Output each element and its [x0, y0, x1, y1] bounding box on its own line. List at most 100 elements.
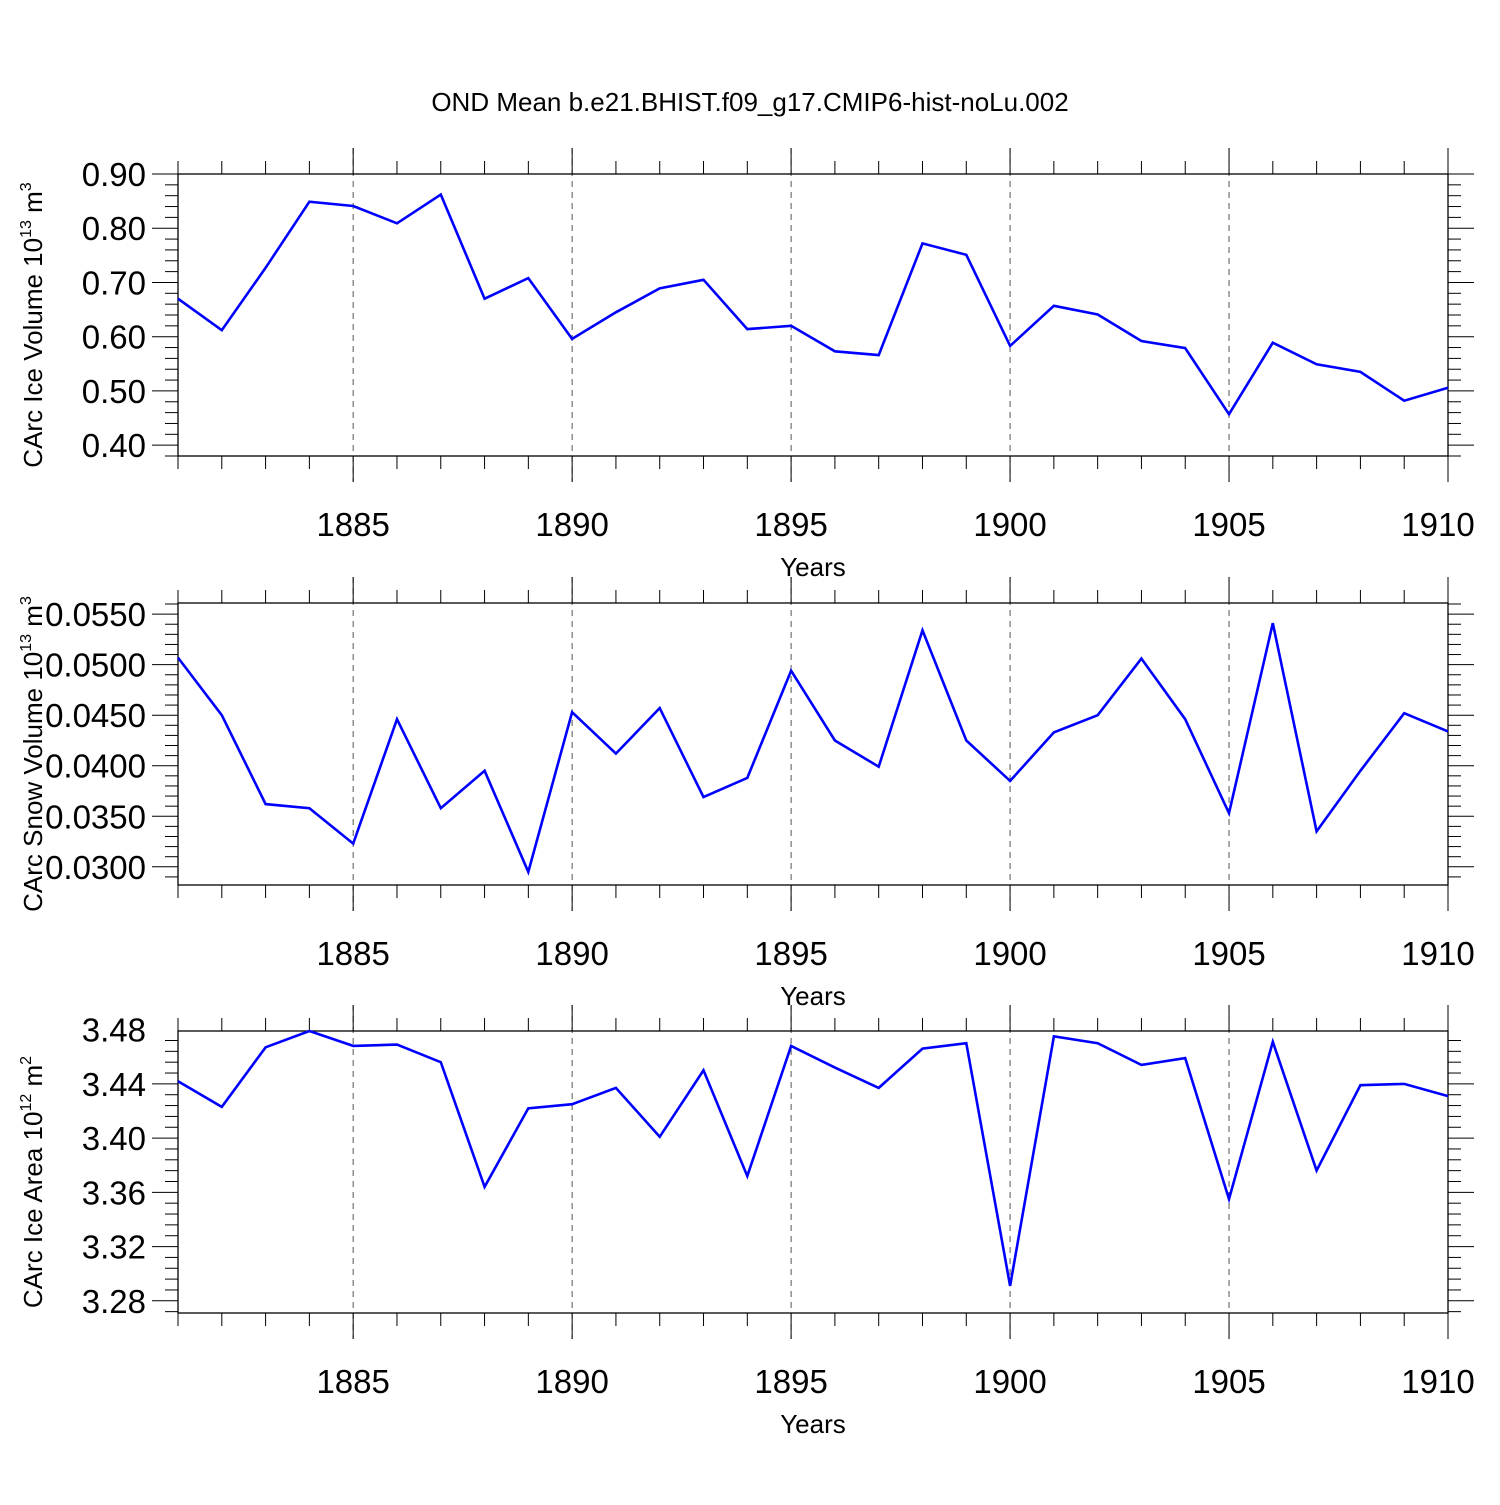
data-point	[220, 1105, 224, 1109]
x-tick-label: 1895	[754, 506, 827, 543]
data-point	[570, 710, 574, 714]
data-point	[702, 795, 706, 799]
data-point	[1271, 341, 1275, 345]
data-point	[833, 349, 837, 353]
data-point	[1096, 1041, 1100, 1045]
data-point	[1096, 312, 1100, 316]
x-tick-label: 1910	[1401, 935, 1474, 972]
data-point	[1139, 339, 1143, 343]
data-point	[1183, 1056, 1187, 1060]
data-point	[395, 1043, 399, 1047]
data-point	[745, 327, 749, 331]
y-axis-title-text: CArc Ice Volume 10	[18, 238, 48, 468]
data-point	[877, 1086, 881, 1090]
y-axis-title-unit: m	[18, 1065, 48, 1094]
x-tick-label: 1895	[754, 1363, 827, 1400]
data-point	[1271, 1040, 1275, 1044]
y-tick-label: 0.50	[82, 373, 146, 410]
y-tick-label: 3.28	[82, 1283, 146, 1320]
data-point	[1096, 713, 1100, 717]
data-point	[1315, 362, 1319, 366]
data-point	[483, 1185, 487, 1189]
data-point	[1227, 412, 1231, 416]
data-point	[1271, 621, 1275, 625]
data-point	[614, 752, 618, 756]
data-point	[1227, 811, 1231, 815]
data-point	[614, 1086, 618, 1090]
data-point	[1052, 1034, 1056, 1038]
x-tick-label: 1890	[535, 1363, 608, 1400]
data-point	[307, 1029, 311, 1033]
data-point	[483, 769, 487, 773]
data-point	[658, 286, 662, 290]
x-tick-label: 1910	[1401, 506, 1474, 543]
x-axis-title: Years	[780, 1409, 846, 1439]
data-point	[1446, 729, 1450, 733]
y-tick-label: 0.60	[82, 319, 146, 356]
data-point	[483, 297, 487, 301]
data-point	[1358, 1083, 1362, 1087]
plot-frame	[177, 173, 1449, 457]
x-tick-label: 1895	[754, 935, 827, 972]
data-point	[570, 1102, 574, 1106]
data-point	[351, 842, 355, 846]
data-point	[964, 253, 968, 257]
data-point	[526, 870, 530, 874]
data-point	[1183, 346, 1187, 350]
data-point	[220, 713, 224, 717]
plot-frame	[177, 1030, 1449, 1314]
y-tick-label: 0.0400	[45, 748, 146, 785]
chart-panel-1: 0.40 0.50 0.60 0.70 0.80 0.90 1885 1890 1895 1900…	[18, 148, 1475, 582]
data-point	[264, 266, 268, 270]
series-line	[176, 622, 1449, 876]
data-point	[351, 1044, 355, 1048]
y-axis-title: CArc Snow Volume 1013 m3	[18, 596, 48, 912]
data-point	[570, 337, 574, 341]
data-point	[1227, 1197, 1231, 1201]
data-point	[1402, 1082, 1406, 1086]
data-point	[920, 628, 924, 632]
chart-panel-2: 0.0300 0.0350 0.0400 0.0450 0.0500 0.0550 1885…	[18, 577, 1475, 1011]
data-point	[1315, 1169, 1319, 1173]
data-point	[745, 776, 749, 780]
data-point	[220, 328, 224, 332]
data-point	[351, 204, 355, 208]
data-point	[526, 1106, 530, 1110]
y-tick-label: 0.0450	[45, 697, 146, 734]
y-tick-label: 0.0500	[45, 647, 146, 684]
data-point	[920, 1047, 924, 1051]
y-tick-label: 0.0300	[45, 849, 146, 886]
x-tick-label: 1900	[973, 935, 1046, 972]
data-point	[439, 193, 443, 197]
x-axis-title: Years	[780, 552, 846, 582]
data-point	[264, 1045, 268, 1049]
figure-title: OND Mean b.e21.BHIST.f09_g17.CMIP6-hist-…	[431, 87, 1068, 117]
y-tick-label: 0.0550	[45, 596, 146, 633]
data-point	[264, 802, 268, 806]
data-point	[1008, 1284, 1012, 1288]
series-line	[177, 1029, 1449, 1287]
data-point	[1358, 370, 1362, 374]
y-tick-label: 3.36	[82, 1174, 146, 1211]
data-point	[1008, 344, 1012, 348]
x-tick-label: 1900	[973, 1363, 1046, 1400]
y-axis-title: CArc Ice Area 1012 m2	[18, 1056, 48, 1308]
x-axis-title: Years	[780, 981, 846, 1011]
data-point	[439, 1060, 443, 1064]
data-point	[1139, 1063, 1143, 1067]
data-point	[877, 765, 881, 769]
y-axis-title-text: CArc Snow Volume 10	[18, 652, 48, 912]
series-line	[177, 192, 1449, 417]
y-tick-label: 0.80	[82, 210, 146, 247]
y-tick-label: 3.48	[82, 1012, 146, 1049]
y-tick-label: 3.44	[82, 1066, 146, 1103]
data-point	[1402, 399, 1406, 403]
data-point	[658, 706, 662, 710]
y-tick-label: 3.32	[82, 1229, 146, 1266]
data-point	[789, 324, 793, 328]
x-tick-label: 1885	[316, 1363, 389, 1400]
data-point	[395, 717, 399, 721]
x-tick-label: 1885	[316, 506, 389, 543]
